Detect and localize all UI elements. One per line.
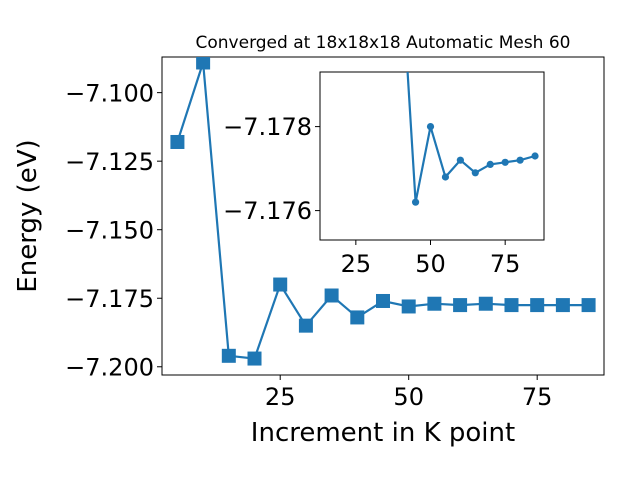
inset-data-point [486,160,494,168]
main-y-tick-label: −7.100 [65,79,154,107]
main-data-point [581,298,596,313]
main-data-point [273,277,288,292]
inset-series [406,72,539,206]
inset-x-tick-label: 75 [490,250,521,278]
main-data-point [350,310,365,325]
inset-data-point [441,173,450,181]
inset-x-tick-label: 50 [415,250,446,278]
main-x-tick-label: 25 [265,383,296,411]
inset-data-point [471,169,479,177]
main-y-tick-label: −7.175 [65,285,154,313]
inset-data-point [426,123,435,131]
inset-data-point [456,156,464,164]
main-series [170,57,596,366]
main-y-tick-label: −7.200 [65,353,154,381]
main-data-point [376,293,390,308]
main-data-point [453,298,468,313]
main-y-ticks: −7.100 −7.125 −7.150 −7.175 −7.200 [65,79,162,381]
main-data-point [170,134,185,149]
inset-y-tick-label: −7.176 [223,197,312,225]
inset-series-line [406,72,536,203]
main-x-tick-label: 75 [522,383,553,411]
main-data-point [298,318,313,333]
inset-data-point [411,198,420,206]
inset-axes: 25 50 75 −7.178 −7.176 [223,71,545,278]
inset-data-point [501,158,509,166]
main-data-point [427,296,442,311]
main-x-ticks: 25 50 75 [265,375,553,411]
main-data-point [196,57,211,70]
main-data-point [530,298,545,313]
chart-title: Converged at 18x18x18 Automatic Mesh 60 [196,33,571,53]
inset-y-ticks: −7.178 −7.176 [223,113,320,225]
main-x-tick-label: 50 [393,383,424,411]
inset-x-tick-label: 25 [341,250,372,278]
x-axis-label: Increment in K point [251,418,515,448]
main-data-point [478,296,493,311]
main-data-point [221,348,236,363]
y-axis-label: Energy (eV) [13,139,43,292]
inset-plot-frame [319,71,545,241]
main-y-tick-label: −7.150 [65,216,154,244]
inset-data-point [516,156,524,164]
inset-data-point [531,152,539,160]
inset-y-tick-label: −7.178 [223,113,312,141]
main-data-point [247,351,262,366]
inset-x-ticks: 25 50 75 [341,240,521,278]
main-data-point [401,299,416,314]
main-y-tick-label: −7.125 [65,148,154,176]
main-data-point [504,298,519,313]
main-data-point [324,288,339,303]
main-data-point [555,298,570,313]
